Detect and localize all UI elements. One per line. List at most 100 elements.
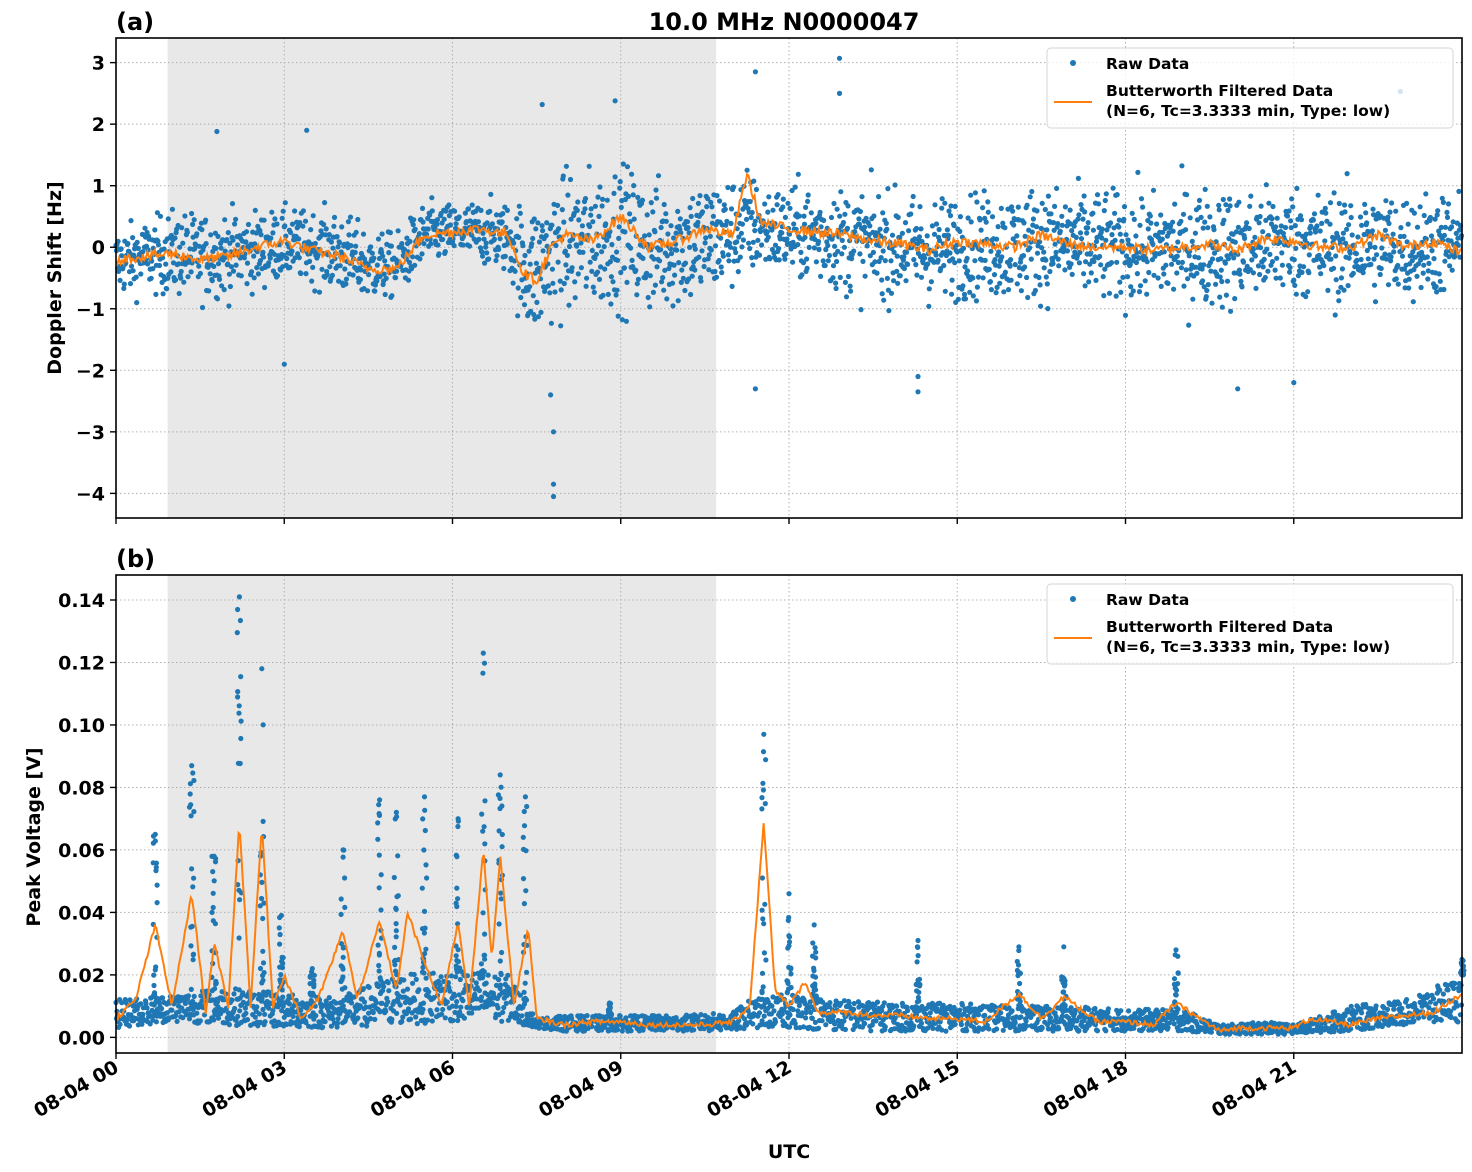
raw-data-point [1056,263,1062,269]
raw-data-point [702,240,708,246]
panel-b: 0.140.120.100.080.060.040.020.00 08-04 0… [23,545,1467,1163]
raw-data-point [1123,232,1129,238]
raw-data-point [404,235,410,241]
raw-data-point [598,264,604,270]
raw-data-point [1274,255,1280,261]
raw-data-point [174,1018,180,1024]
raw-data-point [128,218,134,224]
raw-data-point [1342,209,1348,215]
raw-data-point [453,221,459,227]
raw-data-point [421,241,427,247]
raw-data-point [646,232,652,238]
raw-data-point [219,283,225,289]
raw-data-point [1077,230,1084,236]
raw-data-point [852,229,858,235]
raw-data-point [530,293,536,299]
raw-data-point [542,288,548,294]
raw-data-point [958,1022,965,1028]
raw-data-point [1333,277,1339,283]
raw-data-point [996,249,1002,255]
raw-data-point [1012,1020,1018,1026]
raw-data-point [712,268,718,275]
raw-data-point [176,261,182,267]
raw-data-point [382,258,388,264]
raw-data-point [960,245,967,251]
raw-data-point [857,251,863,257]
raw-data-point [945,232,952,238]
raw-data-point [576,217,582,223]
raw-data-point [943,1028,949,1034]
raw-data-point [404,986,411,992]
raw-data-point [1142,278,1148,284]
raw-data-point [426,989,432,995]
raw-data-point [1421,212,1427,219]
raw-data-point [860,258,866,264]
raw-data-point [885,186,891,192]
raw-data-point [614,249,620,255]
raw-data-point [983,219,989,225]
raw-data-point [1208,268,1214,274]
raw-data-point [549,266,556,272]
raw-data-point [988,248,994,254]
raw-data-point [372,288,378,294]
raw-data-point [302,218,309,224]
raw-data-point [942,200,948,206]
raw-data-point [496,246,502,252]
raw-data-point [1179,163,1185,169]
raw-data-point [905,1008,911,1014]
raw-data-point [410,222,416,228]
raw-data-point [252,241,258,247]
raw-data-point [631,216,637,222]
raw-data-point [725,184,731,191]
raw-data-point [1053,249,1059,255]
raw-data-point [706,267,712,273]
raw-data-point [411,217,417,223]
raw-data-point [357,276,363,283]
raw-data-point [480,230,486,236]
raw-data-point [880,248,886,254]
raw-data-point [889,232,896,238]
raw-data-point [645,294,651,301]
raw-data-point [913,225,920,232]
raw-data-point [119,253,125,259]
raw-data-point [1388,254,1394,260]
raw-data-point [771,1008,777,1014]
raw-data-point [190,221,196,227]
raw-data-point [776,246,782,252]
raw-data-point [609,241,615,248]
raw-data-point [522,252,528,259]
raw-data-point [884,275,891,281]
raw-data-point [1378,265,1384,272]
raw-data-point [895,280,901,286]
raw-data-point [933,221,940,227]
raw-data-point [562,248,569,254]
raw-data-point [414,1021,420,1027]
raw-data-point [355,216,361,223]
raw-data-point [972,258,978,264]
raw-data-point [1424,254,1430,260]
raw-data-point [704,204,710,210]
raw-data-point [1002,269,1009,275]
raw-data-point [446,202,452,208]
raw-data-point [563,163,570,169]
raw-data-point [252,1014,258,1020]
raw-data-point [868,167,874,173]
raw-data-point [718,1027,724,1033]
raw-data-point [379,231,385,237]
raw-data-point [1347,250,1353,256]
raw-data-point [447,222,453,228]
raw-data-point [335,244,341,250]
raw-data-point [1358,256,1364,263]
raw-data-point [871,213,877,219]
raw-data-point [973,298,980,304]
raw-data-point [1193,264,1199,270]
raw-data-point [607,259,614,265]
raw-data-point [1012,262,1018,268]
raw-data-point [334,234,340,240]
raw-data-point [1260,264,1266,270]
raw-data-point [1414,224,1421,230]
raw-data-point [368,244,374,250]
raw-data-point [1170,219,1176,225]
raw-data-point [488,191,494,197]
raw-data-point [1007,263,1013,269]
